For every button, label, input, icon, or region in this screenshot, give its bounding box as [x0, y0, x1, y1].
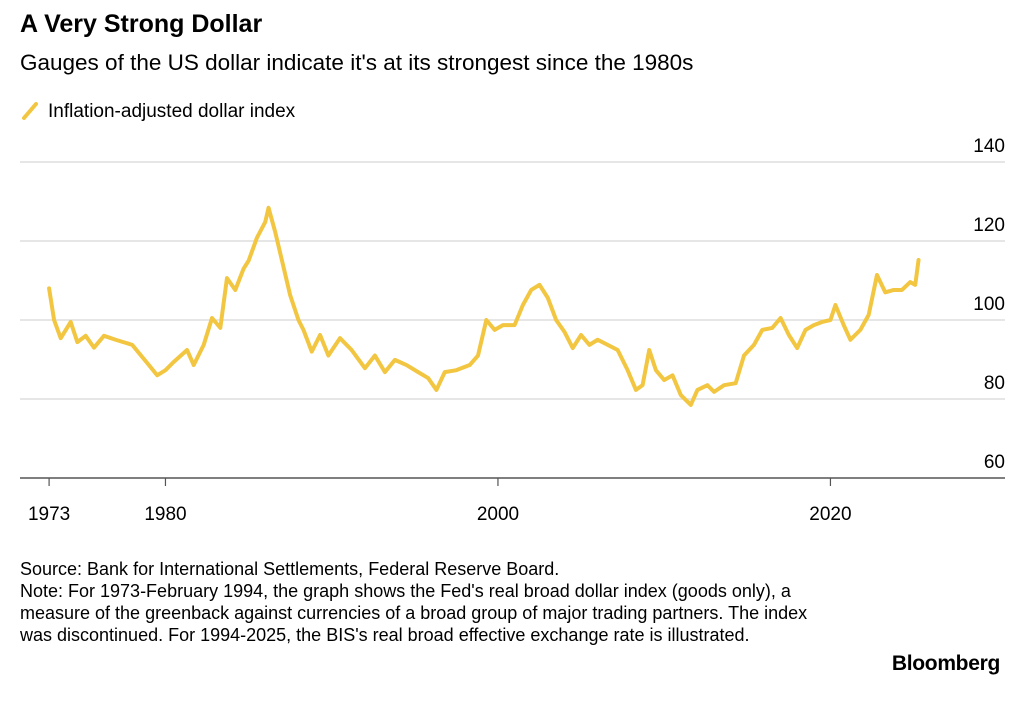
x-tick-label: 1980 [144, 504, 186, 525]
x-tick-label: 2000 [477, 504, 519, 525]
data-line [47, 205, 921, 407]
y-tick-label: 80 [984, 373, 1005, 394]
x-tick-label: 1973 [28, 504, 70, 525]
brand-logo: Bloomberg [891, 652, 1000, 675]
note: Note: For 1973-February 1994, the graph … [20, 581, 808, 645]
y-tick-label: 120 [973, 215, 1005, 236]
legend-label: Inflation-adjusted dollar index [48, 101, 296, 122]
legend-swatch [22, 102, 38, 120]
source: Source: Bank for International Settlemen… [20, 559, 560, 579]
y-tick-label: 100 [973, 294, 1005, 315]
y-tick-label: 60 [984, 452, 1005, 473]
x-tick-label: 2020 [809, 504, 851, 525]
chart-subtitle: Gauges of the US dollar indicate it's at… [20, 50, 693, 75]
y-tick-label: 140 [973, 136, 1005, 157]
chart-title: A Very Strong Dollar [20, 10, 262, 38]
